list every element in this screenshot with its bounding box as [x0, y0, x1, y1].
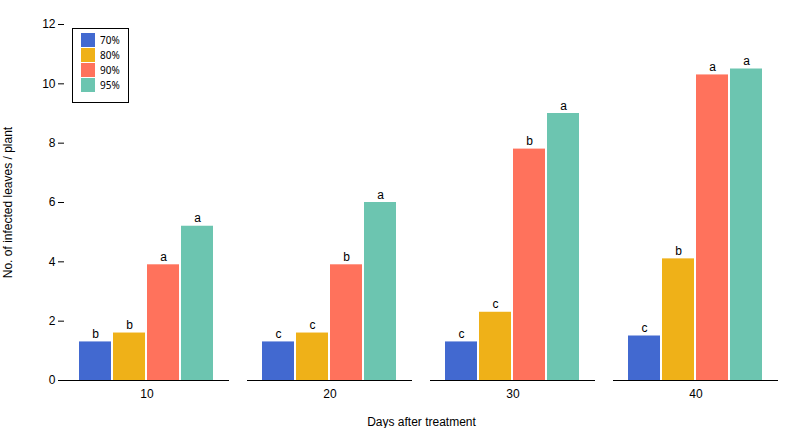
- html-text:70%: 70%: [100, 33, 120, 47]
- svg-text:20: 20: [323, 387, 337, 401]
- svg-text:0: 0: [49, 373, 56, 387]
- svg-text:c: c: [642, 321, 648, 335]
- svg-text:c: c: [493, 297, 499, 311]
- svg-text:b: b: [92, 327, 99, 341]
- svg-text:a: a: [194, 211, 201, 225]
- svg-text:30: 30: [506, 387, 520, 401]
- svg-text:12: 12: [42, 17, 56, 31]
- svg-text:a: a: [377, 188, 384, 202]
- svg-text:a: a: [743, 54, 750, 68]
- svg-text:Days after treatment: Days after treatment: [367, 415, 476, 428]
- svg-text:4: 4: [49, 255, 56, 269]
- svg-text:No. of infected leaves / plant: No. of infected leaves / plant: [1, 126, 15, 278]
- html-text:80%: 80%: [100, 48, 120, 62]
- svg-text:b: b: [675, 244, 682, 258]
- svg-text:b: b: [343, 250, 350, 264]
- svg-text:40: 40: [689, 387, 703, 401]
- html-text:90%: 90%: [100, 63, 120, 77]
- svg-text:c: c: [276, 327, 282, 341]
- svg-text:c: c: [310, 318, 316, 332]
- svg-text:6: 6: [49, 195, 56, 209]
- svg-text:a: a: [560, 99, 567, 113]
- svg-text:10: 10: [42, 77, 56, 91]
- svg-text:a: a: [160, 250, 167, 264]
- svg-text:8: 8: [49, 136, 56, 150]
- svg-text:b: b: [126, 318, 133, 332]
- svg-text:a: a: [709, 60, 716, 74]
- svg-text:10: 10: [140, 387, 154, 401]
- svg-text:c: c: [459, 327, 465, 341]
- svg-text:b: b: [526, 134, 533, 148]
- html-text:95%: 95%: [100, 78, 120, 92]
- svg-text:2: 2: [49, 314, 56, 328]
